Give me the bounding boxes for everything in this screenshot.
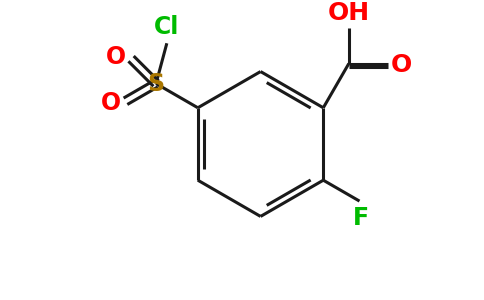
Text: O: O: [106, 45, 126, 69]
Text: S: S: [148, 72, 165, 96]
Text: F: F: [353, 206, 369, 230]
Text: OH: OH: [328, 1, 370, 25]
Text: O: O: [101, 91, 121, 115]
Text: O: O: [391, 53, 412, 77]
Text: Cl: Cl: [154, 15, 180, 39]
